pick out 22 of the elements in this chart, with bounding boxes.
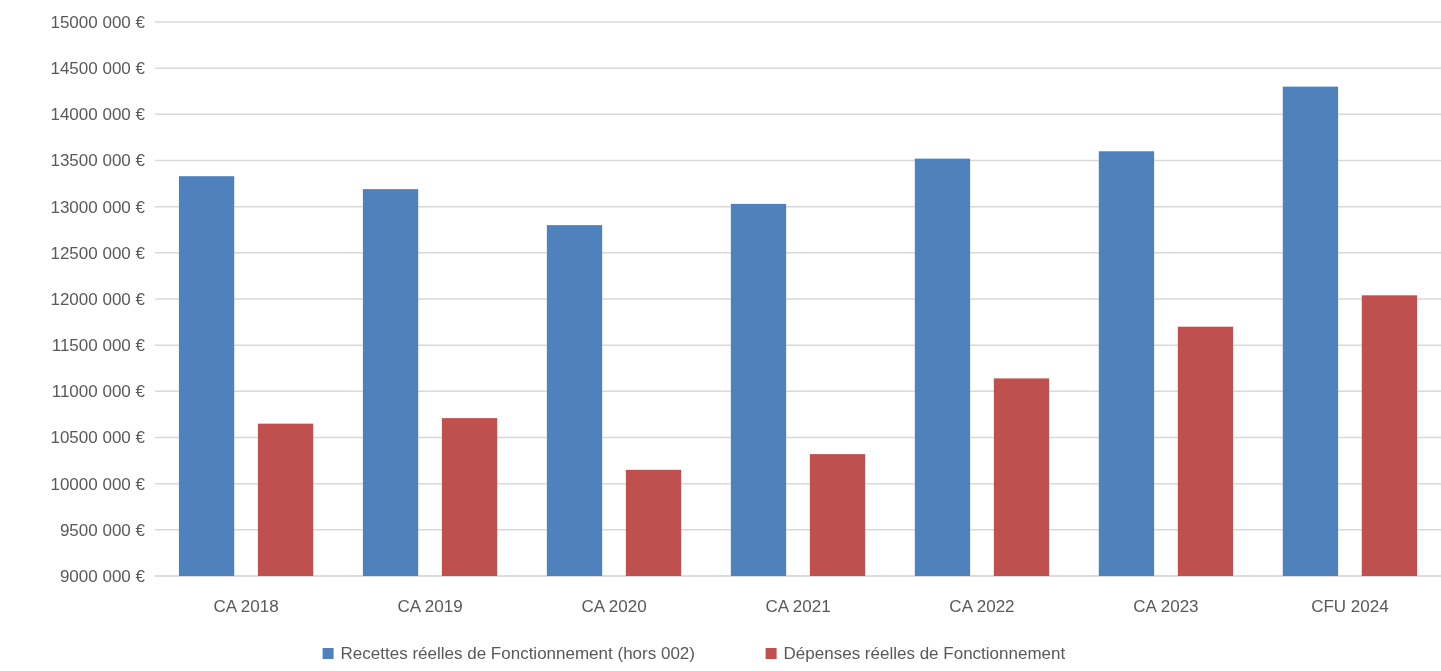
y-tick-label: 14500 000 € [50, 59, 146, 79]
y-tick-label: 11500 000 € [51, 336, 146, 356]
y-tick-label: 12000 000 € [50, 289, 146, 309]
x-tick-label: CA 2023 [1133, 597, 1199, 616]
y-tick-label: 11000 000 € [51, 382, 146, 402]
y-tick-label: 15000 000 € [50, 12, 146, 32]
y-tick-label: 10500 000 € [50, 428, 146, 448]
x-tick-label: CA 2022 [949, 597, 1015, 616]
legend-label: Dépenses réelles de Fonctionnement [783, 644, 1066, 663]
x-tick-label: CA 2019 [397, 597, 463, 616]
x-tick-label: CA 2018 [213, 597, 279, 616]
y-tick-label: 9000 000 € [59, 566, 146, 586]
y-tick-label: 13000 000 € [50, 197, 146, 217]
legend-label: Recettes réelles de Fonctionnement (hors 002) [340, 644, 695, 663]
y-tick-label: 9500 000 € [59, 520, 146, 540]
x-tick-label: CA 2020 [581, 597, 647, 616]
y-tick-label: 10000 000 € [50, 474, 146, 494]
y-tick-label: 14000 000 € [50, 105, 146, 125]
x-tick-label: CA 2021 [765, 597, 831, 616]
y-tick-label: 13500 000 € [50, 151, 146, 171]
x-tick-label: CFU 2024 [1311, 597, 1389, 616]
y-tick-label: 12500 000 € [50, 243, 146, 263]
